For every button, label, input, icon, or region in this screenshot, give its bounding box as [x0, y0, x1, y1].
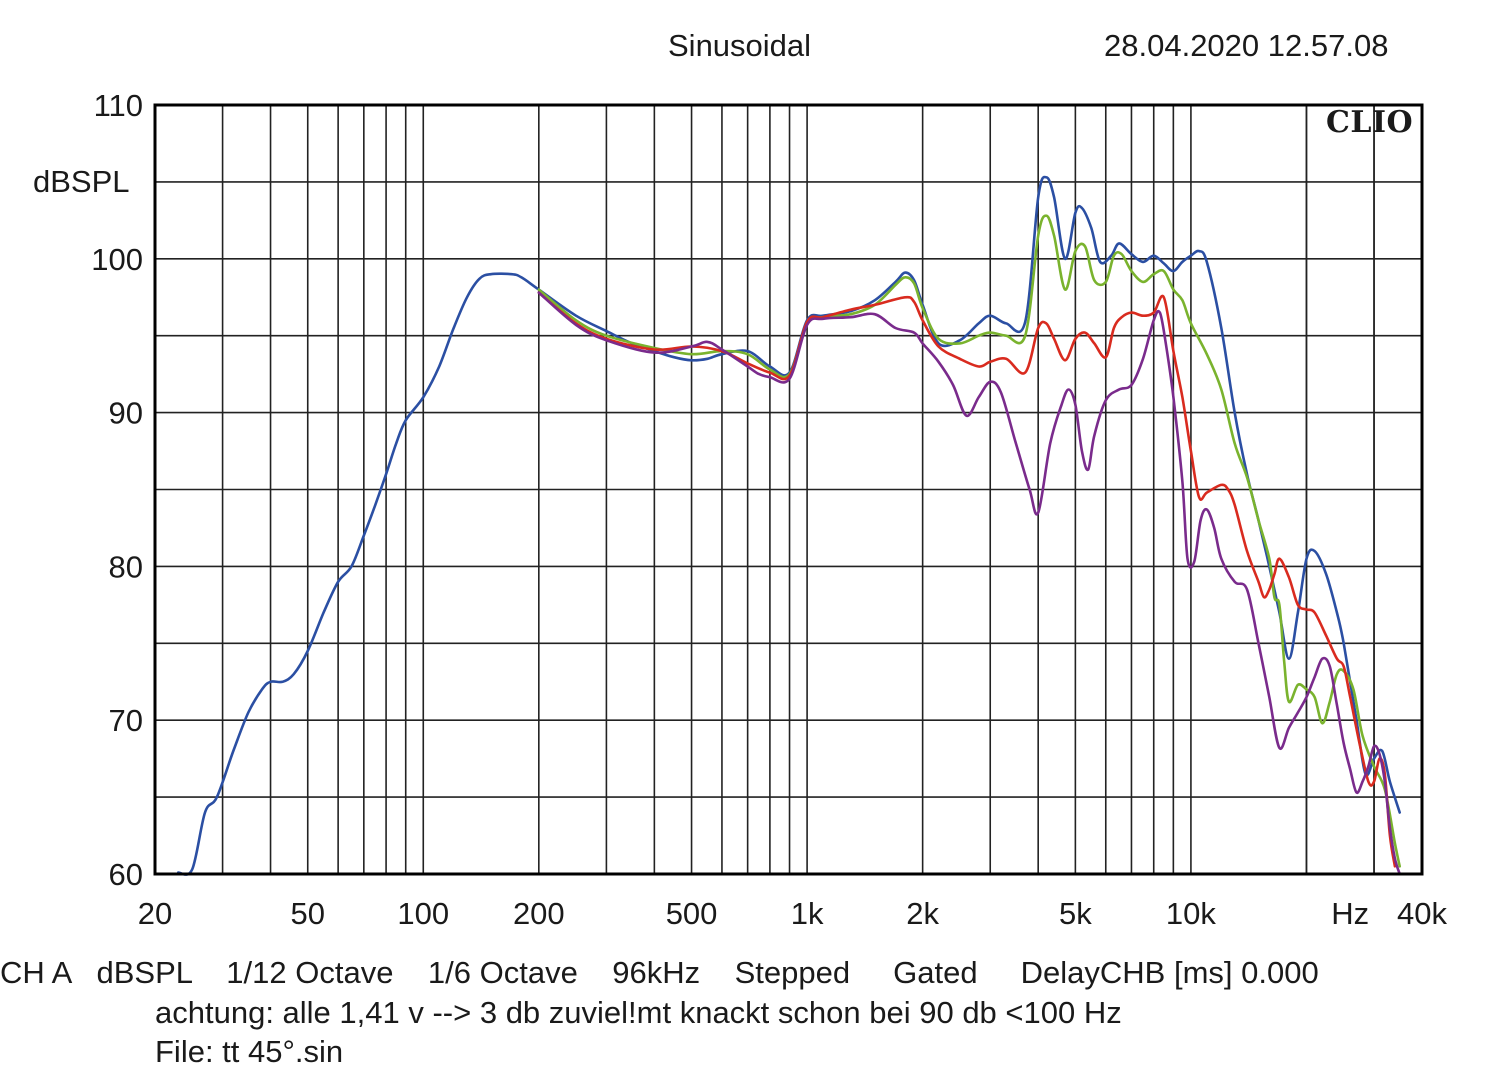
timestamp: 28.04.2020 12.57.08	[1104, 28, 1389, 63]
x-tick-label: 2k	[906, 896, 939, 931]
plot-frame	[153, 103, 1424, 876]
chart-series	[177, 175, 1401, 876]
chart-grid	[155, 105, 1422, 874]
x-tick-label: 5k	[1059, 896, 1092, 931]
series-line-3	[537, 291, 1397, 868]
x-tick-label: 20	[138, 896, 172, 931]
y-axis-unit-label: dBSPL	[33, 164, 130, 199]
series-line-4	[537, 291, 1401, 876]
clio-logo: CLIO	[1326, 105, 1414, 140]
y-tick-label: 100	[91, 242, 143, 277]
x-tick-label: 1k	[791, 896, 824, 931]
x-tick-label: 40k	[1397, 896, 1447, 931]
footer-settings-line: CH A dBSPL 1/12 Octave 1/6 Octave 96kHz …	[0, 955, 1319, 990]
x-tick-label: 100	[397, 896, 449, 931]
series-line-2	[537, 214, 1401, 868]
y-tick-label: 80	[109, 549, 143, 584]
x-tick-label: 10k	[1166, 896, 1216, 931]
x-axis-unit-label: Hz	[1331, 896, 1369, 931]
y-tick-label: 110	[94, 88, 143, 123]
x-tick-label: 50	[290, 896, 324, 931]
y-tick-label: 60	[109, 857, 143, 892]
footer-file-line: File: tt 45°.sin	[155, 1034, 344, 1069]
footer-comment-line: achtung: alle 1,41 v --> 3 db zuviel!mt …	[155, 995, 1122, 1030]
y-tick-label: 70	[109, 703, 143, 738]
x-tick-label: 200	[513, 896, 565, 931]
axis-ticks: 20 50 100 200 500 1k 2k 5k 10k 40k Hz 60 70 80 90 100 11…	[91, 88, 1447, 931]
x-tick-label: 500	[666, 896, 718, 931]
chart-title: Sinusoidal	[668, 28, 812, 63]
y-tick-label: 90	[109, 396, 143, 431]
